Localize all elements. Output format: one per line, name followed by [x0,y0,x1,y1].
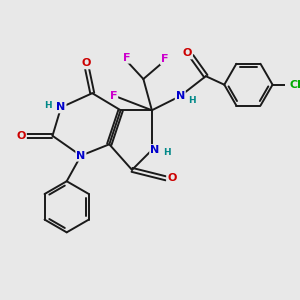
Text: H: H [163,148,170,157]
Text: N: N [76,151,86,161]
Text: O: O [82,58,91,68]
Text: O: O [16,131,26,141]
Text: O: O [183,49,192,58]
Text: H: H [44,101,52,110]
Text: N: N [56,102,66,112]
Text: O: O [167,173,176,183]
Text: Cl: Cl [289,80,300,90]
Text: N: N [176,91,185,101]
Text: F: F [161,54,168,64]
Text: F: F [110,91,117,101]
Text: H: H [188,96,196,105]
Text: F: F [123,53,130,63]
Text: N: N [150,145,159,155]
